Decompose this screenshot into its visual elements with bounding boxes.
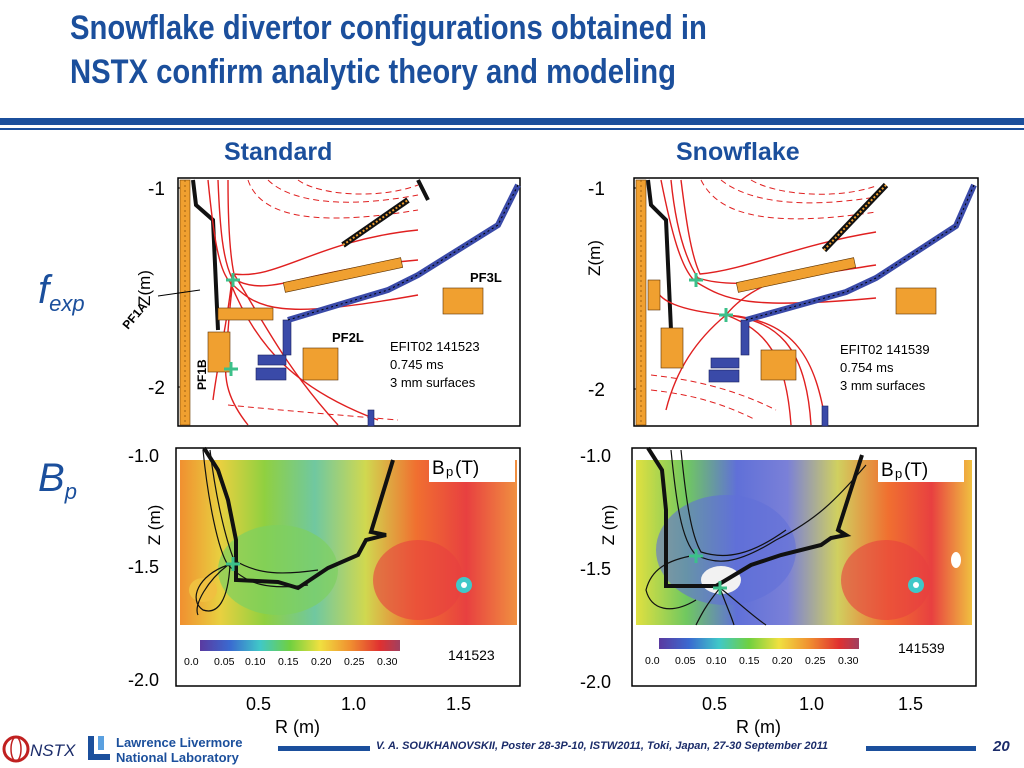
flux-panel-snowflake: -1 -2 Z(m) EFIT02 <box>585 177 979 427</box>
flux-tick-bottom-snowflake: -2 <box>588 380 605 401</box>
nstx-logo: NSTX <box>2 735 76 763</box>
cbar-tick-6-snowflake: 0.30 <box>838 655 859 667</box>
cbar-tick-1-standard: 0.05 <box>214 656 235 668</box>
flux-axis-label-standard: Z(m) <box>135 270 154 306</box>
row-label-bp: Bp <box>38 456 77 504</box>
bp-xtick-2-snowflake: 1.5 <box>898 694 923 714</box>
title-rule-thin <box>0 128 1024 130</box>
efit-info-line1-snowflake: EFIT02 141539 <box>840 342 930 357</box>
cbar-tick-5-standard: 0.25 <box>344 656 365 668</box>
coil-label-pf3l: PF3L <box>470 270 502 285</box>
flux-tick-top-standard: -1 <box>148 179 165 200</box>
bp-ylabel-snowflake: Z (m) <box>599 505 618 546</box>
efit-info-line3-standard: 3 mm surfaces <box>390 375 476 390</box>
bp-ytick-1-snowflake: -1.5 <box>580 559 611 579</box>
bp-legend-unit-snowflake: (T) <box>904 460 928 481</box>
cbar-tick-5-snowflake: 0.25 <box>805 655 826 667</box>
nstx-logo-text: NSTX <box>30 741 76 760</box>
footer-bar-left <box>278 746 370 751</box>
footer-credit: V. A. SOUKHANOVSKII, Poster 28-3P-10, IS… <box>376 740 828 752</box>
bp-ytick-1-standard: -1.5 <box>128 557 159 577</box>
bp-ytick-2-standard: -2.0 <box>128 670 159 690</box>
page-number: 20 <box>993 738 1010 755</box>
column-heading-standard: Standard <box>224 138 333 166</box>
footer-bar-right <box>866 746 976 751</box>
flux-panel-standard: -1 -2 Z(m) P <box>120 177 521 427</box>
llnl-line-1: Lawrence Livermore <box>116 735 242 750</box>
bp-xtick-2-standard: 1.5 <box>446 694 471 714</box>
bp-ytick-0-standard: -1.0 <box>128 446 159 466</box>
cbar-tick-0-standard: 0.0 <box>184 656 199 668</box>
cbar-tick-2-standard: 0.10 <box>245 656 266 668</box>
bp-xlabel-snowflake: R (m) <box>736 717 781 737</box>
llnl-logo: Lawrence Livermore National Laboratory <box>88 735 242 765</box>
bp-legend-unit-standard: (T) <box>455 458 479 479</box>
row-label-bp-main: B <box>38 456 65 500</box>
cbar-tick-0-snowflake: 0.0 <box>645 655 660 667</box>
bp-ytick-2-snowflake: -2.0 <box>580 672 611 692</box>
bp-legend-main-snowflake: B <box>881 460 894 481</box>
row-label-fexp: fexp <box>38 268 85 316</box>
slide-title: Snowflake divertor configurations obtain… <box>70 6 870 94</box>
efit-info-line2-standard: 0.745 ms <box>390 357 444 372</box>
title-rule <box>0 118 1024 125</box>
bp-legend-main-standard: B <box>432 458 445 479</box>
flux-tick-top-snowflake: -1 <box>588 179 605 200</box>
bp-shot-snowflake: 141539 <box>898 640 945 656</box>
title-line-1: Snowflake divertor configurations obtain… <box>70 9 707 47</box>
cbar-tick-4-standard: 0.20 <box>311 656 332 668</box>
efit-info-line1-standard: EFIT02 141523 <box>390 339 480 354</box>
row-label-fexp-sub: exp <box>49 291 85 316</box>
title-line-2: NSTX confirm analytic theory and modelin… <box>70 53 677 91</box>
bp-xtick-1-snowflake: 1.0 <box>799 694 824 714</box>
cbar-tick-2-snowflake: 0.10 <box>706 655 727 667</box>
bp-panel-standard: B p (T) 0.0 0.05 0.10 0.15 0.20 0.25 0.3… <box>128 446 521 737</box>
bp-legend-sub-snowflake: p <box>895 466 902 481</box>
bp-xlabel-standard: R (m) <box>275 717 320 737</box>
cbar-tick-3-standard: 0.15 <box>278 656 299 668</box>
bp-xtick-0-snowflake: 0.5 <box>702 694 727 714</box>
cbar-tick-1-snowflake: 0.05 <box>675 655 696 667</box>
bp-legend-sub-standard: p <box>446 464 453 479</box>
flux-axis-label-snowflake: Z(m) <box>585 240 604 276</box>
bp-ylabel-standard: Z (m) <box>145 505 164 546</box>
efit-info-line2-snowflake: 0.754 ms <box>840 360 894 375</box>
row-label-fexp-main: f <box>38 268 50 312</box>
efit-info-line3-snowflake: 3 mm surfaces <box>840 378 926 393</box>
cbar-tick-4-snowflake: 0.20 <box>772 655 793 667</box>
bp-panel-snowflake: B p (T) 0.0 0.05 0.10 0.15 0.20 0.25 0.3… <box>580 446 977 737</box>
bp-xtick-0-standard: 0.5 <box>246 694 271 714</box>
cbar-tick-6-standard: 0.30 <box>377 656 398 668</box>
bp-ytick-0-snowflake: -1.0 <box>580 446 611 466</box>
coil-label-pf1b: PF1B <box>195 359 209 390</box>
flux-tick-bottom-standard: -2 <box>148 378 165 399</box>
row-label-bp-sub: p <box>64 479 77 504</box>
llnl-line-2: National Laboratory <box>116 750 240 765</box>
column-heading-snowflake: Snowflake <box>676 138 800 166</box>
bp-xtick-1-standard: 1.0 <box>341 694 366 714</box>
bp-shot-standard: 141523 <box>448 647 495 663</box>
coil-label-pf2l: PF2L <box>332 330 364 345</box>
cbar-tick-3-snowflake: 0.15 <box>739 655 760 667</box>
